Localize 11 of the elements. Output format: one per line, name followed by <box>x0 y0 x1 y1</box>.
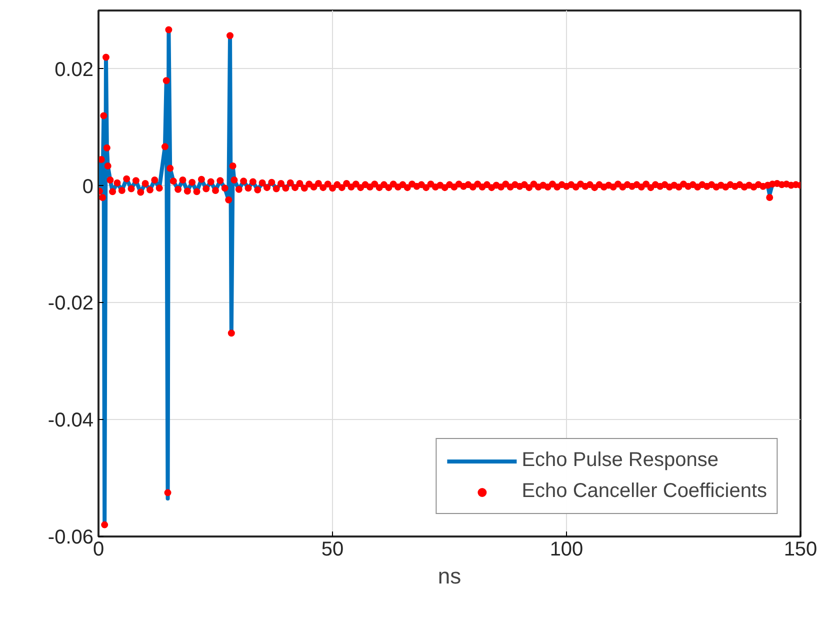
legend-label: Echo Canceller Coefficients <box>522 480 767 503</box>
legend-label: Echo Pulse Response <box>522 449 718 472</box>
x-axis-title: ns <box>438 564 462 588</box>
y-tick-label: -0.04 <box>48 410 94 432</box>
x-tick-label: 50 <box>321 538 344 560</box>
y-tick-label: -0.06 <box>48 526 94 548</box>
y-tick-label: 0 <box>82 176 94 198</box>
y-tick-label: 0.02 <box>54 58 94 81</box>
y-tick-label: -0.02 <box>48 292 94 315</box>
x-tick-label: 100 <box>550 538 584 560</box>
x-tick-label: 150 <box>784 538 818 560</box>
